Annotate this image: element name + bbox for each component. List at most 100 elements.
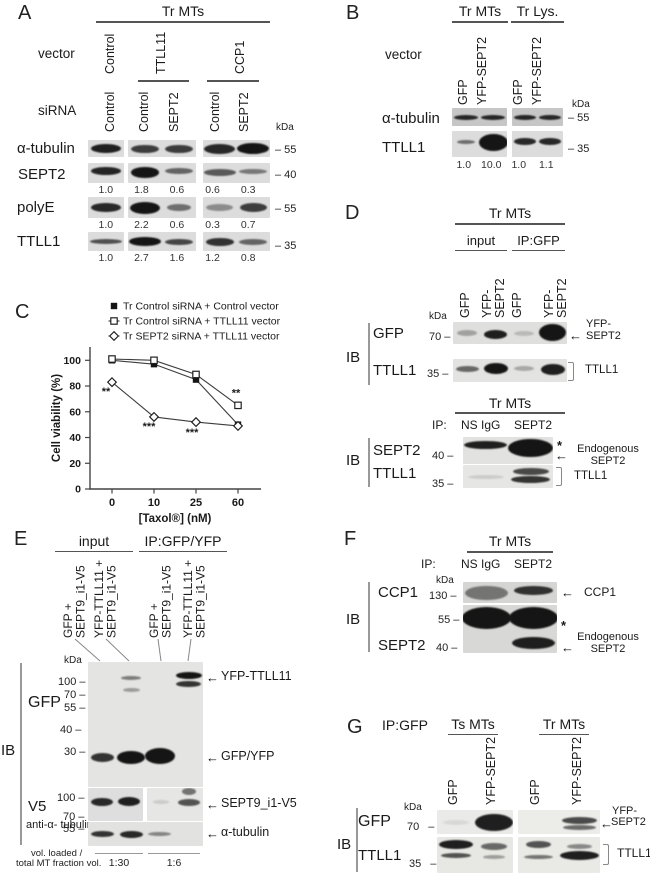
blot-strip [128,232,196,251]
blot-band [453,114,478,120]
blot-band [148,832,172,836]
blot-band [440,853,472,859]
panel-a-kda-label: kDa [276,122,294,133]
panel-g-group-header: Ts MTs [448,716,498,735]
blot-band [511,475,550,483]
blot-band [508,607,557,630]
blot-row-label: TTLL1 [17,233,61,250]
ip-label: IP: [432,418,447,432]
arrow-left-icon: ← [206,826,219,841]
lane-value: 1.0 [456,159,472,171]
panel-e-header: input [55,533,133,552]
panel-f-header: Tr MTs [488,533,532,549]
blot-band [560,850,599,860]
blot-strip [512,108,563,126]
blot-strip [463,465,553,488]
arrow-left-icon: ← [561,640,574,655]
blot-band [152,799,170,804]
panel-d-subheader: input [455,233,507,251]
panel-f-lane: SEPT2 [514,557,553,571]
blot-band [90,831,114,837]
blot-strip [203,140,270,157]
blot-band [539,138,562,146]
y-axis-title: Cell viability (%) [51,374,63,462]
marker-open-diamond [108,330,120,342]
kda-marker: – 55 [275,144,297,156]
viability-chart-svg: 0 20 40 60 80 100 0 10 25 60 [Taxol®] (nM) Cell via… [51,301,281,526]
blot-band [480,842,508,850]
y-tick-label: 20 [69,458,81,470]
blot-strip [128,197,196,218]
band-annotation: Endogenous SEPT2 [577,443,639,467]
blot-band [513,114,536,120]
blot-strip [88,822,203,846]
lane-value: 0.8 [240,252,256,264]
band-annotation: YFP-TTLL11 [221,669,292,683]
kda-marker: 55 – [63,823,85,835]
panel-b-header-rule [511,21,564,23]
blot-strip [88,788,143,821]
lane-value: 1.8 [134,184,149,196]
lane-value: 2.7 [134,252,149,264]
ip-label: IP: [421,557,436,571]
panel-a-ttll11-rule [138,80,189,82]
kda-marker: 55 – [64,702,86,714]
blot-band [130,166,160,178]
blot-band [484,329,508,339]
panel-b-lane: YFP-SEPT2 [530,36,544,105]
blot-strip [88,662,203,787]
blot-band [144,748,175,765]
blot-strip [453,322,567,344]
blot-strip [518,837,600,873]
blot-band [442,819,470,825]
panel-d-header-rule [455,223,565,225]
kda-marker: 35 – [409,858,437,870]
blot-row-label: V5 [28,798,47,815]
panel-g-lane: YFP-SEPT2 [570,736,584,805]
panel-a-label: A [18,2,32,24]
blot-band [438,840,474,850]
quantification-values: 1.0 10.0 1.0 1.1 [450,159,560,171]
blot-band [514,330,535,336]
blot-strip [512,131,563,157]
lane-value: 10.0 [481,159,502,171]
lane-value: 1.6 [169,252,185,264]
panel-d-header: Tr MTs [488,205,532,221]
significance-annotation: ** [102,386,111,398]
kda-marker: – 35 [275,240,297,252]
asterisk-icon: * [561,618,567,633]
lane-value: 0.6 [169,184,185,196]
blot-band [117,750,145,764]
loading-ratio: 1:6 [166,857,182,869]
panel-a-sirna-lane: SEPT2 [167,92,181,132]
marker-open-diamond [148,411,160,423]
panel-b-header-rule [452,21,508,23]
y-tick-label: 80 [69,381,81,393]
blot-strip [147,788,203,821]
ib-bracket-line [368,582,370,652]
lane-value: 0.7 [240,219,256,231]
blot-band [165,168,193,175]
kda-marker: 40 – [60,724,82,736]
blot-band [118,797,141,807]
band-annotation: GFP/YFP [221,749,275,763]
ib-bracket-line [368,438,370,487]
kda-marker: 130 – [429,590,457,602]
blot-strip [452,131,507,157]
blot-row-label: TTLL1 [382,139,426,156]
marker-filled-square [192,376,200,383]
ib-bracket-line [20,663,22,845]
panel-e-lane: GFP + SEPT9_i1-V5 [61,565,88,638]
blot-band [467,474,504,479]
blot-band [524,854,553,859]
blot-band [512,467,549,475]
panel-d-label: D [345,202,360,224]
band-annotation: YFP- [612,805,638,817]
ib-label: IB [337,836,352,853]
marker-open-diamond [190,416,202,428]
blot-row-label: GFP [373,325,404,342]
blot-band [239,168,268,174]
blot-band [512,637,555,650]
panel-d-subheader: IP:GFP [512,233,565,251]
kda-marker: 40 – [432,450,454,462]
